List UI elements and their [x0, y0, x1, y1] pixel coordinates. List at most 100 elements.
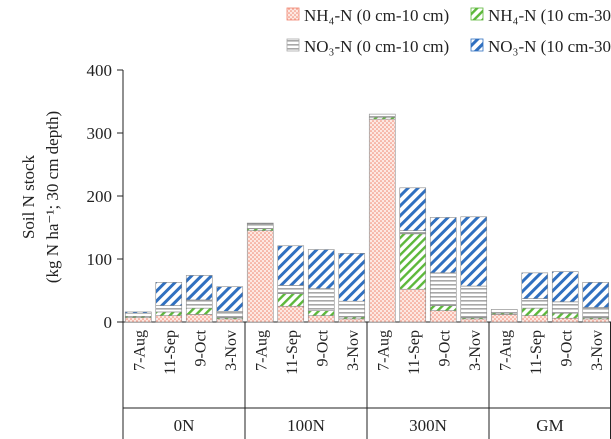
bar-segment-0n-11-sep-s3[interactable] — [155, 282, 183, 306]
bar-segment-gm-3-nov-s0[interactable] — [582, 318, 610, 323]
bar-segment-gm-3-nov-s2[interactable] — [582, 307, 610, 318]
legend-swatch-no3-0-10 — [286, 38, 300, 52]
group-label: 300N — [409, 416, 447, 435]
legend: NH₄-N (0 cm-10 cm) NH₄-N (10 cm-30 cm) N… — [286, 6, 611, 56]
bar-segment-300n-11-sep-s1[interactable] — [399, 233, 427, 290]
bar-segment-0n-11-sep-s0[interactable] — [155, 315, 183, 323]
x-axis-labels: 7-Aug 11-Sep 9-Oct 3-Nov 0N 7-Aug 11-Sep 9-Oct 3… — [122, 322, 611, 439]
bar-segment-100n-9-oct-s1[interactable] — [307, 310, 335, 317]
y-tick-label: 0 — [104, 313, 113, 332]
bar-segment-0n-7-aug-s2[interactable] — [124, 312, 152, 317]
bar-segment-gm-9-oct-s0[interactable] — [551, 317, 579, 323]
y-axis-title: Soil N stock (kg N ha⁻¹; 30 cm depth) — [19, 111, 62, 283]
y-axis-title-line-2: (kg N ha⁻¹; 30 cm depth) — [43, 111, 62, 283]
x-tick-label-date: 3-Nov — [345, 330, 362, 371]
group-label: GM — [536, 416, 563, 435]
x-tick-label-date: 7-Aug — [131, 330, 148, 371]
x-tick-label-date: 7-Aug — [375, 330, 392, 371]
legend-item-nh4-10-30[interactable]: NH₄-N (10 cm-30 cm) — [470, 6, 611, 25]
y-tick-label: 300 — [87, 124, 113, 143]
bar-segment-100n-3-nov-s3[interactable] — [338, 253, 366, 302]
legend-item-nh4-0-10[interactable]: NH₄-N (0 cm-10 cm) — [286, 6, 449, 25]
bar-segment-100n-11-sep-s1[interactable] — [277, 293, 305, 307]
bar-segment-100n-11-sep-s2[interactable] — [277, 285, 305, 294]
bar-segment-300n-9-oct-s0[interactable] — [429, 310, 457, 323]
bar-segment-0n-9-oct-s0[interactable] — [185, 314, 213, 323]
bar-segment-0n-3-nov-s3[interactable] — [216, 286, 244, 312]
x-tick-label-date: 3-Nov — [467, 330, 484, 371]
x-tick-label-date: 7-Aug — [497, 330, 514, 371]
bar-segment-gm-11-sep-s3[interactable] — [521, 272, 549, 299]
axes: 0 100 200 300 400 — [87, 61, 611, 332]
bar-segment-0n-7-aug-s3[interactable] — [124, 311, 152, 314]
bar-segment-gm-11-sep-s0[interactable] — [521, 315, 549, 323]
bar-segment-300n-7-aug-s2[interactable] — [368, 113, 396, 118]
bar-segment-100n-9-oct-s0[interactable] — [307, 315, 335, 323]
bar-segment-100n-7-aug-s0[interactable] — [246, 230, 274, 323]
x-tick-label-date: 11-Sep — [284, 330, 301, 375]
bar-segment-300n-9-oct-s2[interactable] — [429, 272, 457, 306]
bar-segment-100n-7-aug-s3[interactable] — [246, 222, 274, 225]
legend-swatch-nh4-0-10 — [286, 7, 300, 21]
x-tick-label-date: 3-Nov — [223, 330, 240, 371]
bar-segment-300n-3-nov-s3[interactable] — [460, 216, 488, 287]
x-tick-label-date: 9-Oct — [314, 329, 331, 366]
legend-swatch-nh4-10-30 — [470, 7, 484, 21]
group-label: 100N — [287, 416, 325, 435]
legend-swatch-no3-10-30 — [470, 38, 484, 52]
bar-segment-gm-7-aug-s2[interactable] — [490, 309, 518, 314]
bar-segment-300n-3-nov-s2[interactable] — [460, 285, 488, 318]
legend-item-no3-10-30[interactable]: NO₃-N (10 cm-30 cm) — [470, 37, 611, 56]
bar-segment-gm-3-nov-s3[interactable] — [582, 282, 610, 308]
bar-segment-100n-3-nov-s2[interactable] — [338, 300, 366, 318]
x-tick-label-date: 7-Aug — [253, 330, 270, 371]
legend-label-no3-10-30: NO₃-N (10 cm-30 cm) — [488, 37, 611, 56]
x-tick-label-date: 9-Oct — [436, 329, 453, 366]
y-tick-label: 200 — [87, 187, 113, 206]
bar-segment-300n-9-oct-s1[interactable] — [429, 305, 457, 311]
y-tick-label: 400 — [87, 61, 113, 80]
bar-segment-gm-11-sep-s2[interactable] — [521, 298, 549, 309]
x-tick-label-date: 9-Oct — [192, 329, 209, 366]
legend-label-no3-0-10: NO₃-N (0 cm-10 cm) — [304, 37, 449, 56]
x-tick-label-date: 9-Oct — [558, 329, 575, 366]
bar-segment-0n-11-sep-s1[interactable] — [155, 311, 183, 317]
bar-segment-100n-9-oct-s3[interactable] — [307, 249, 335, 289]
bar-segment-gm-11-sep-s1[interactable] — [521, 307, 549, 317]
bar-segment-0n-9-oct-s2[interactable] — [185, 299, 213, 309]
group-label: 0N — [174, 416, 195, 435]
legend-label-nh4-0-10: NH₄-N (0 cm-10 cm) — [304, 6, 449, 25]
y-tick-label: 100 — [87, 250, 113, 269]
bar-segment-0n-9-oct-s3[interactable] — [185, 275, 213, 301]
bar-segment-100n-11-sep-s3[interactable] — [277, 245, 305, 286]
bar-segment-300n-3-nov-s0[interactable] — [460, 318, 488, 323]
bar-segment-300n-11-sep-s2[interactable] — [399, 230, 427, 235]
bar-segment-100n-11-sep-s0[interactable] — [277, 305, 305, 323]
legend-item-no3-0-10[interactable]: NO₃-N (0 cm-10 cm) — [286, 37, 449, 56]
bars — [124, 113, 610, 323]
bar-segment-0n-9-oct-s1[interactable] — [185, 307, 213, 315]
bar-segment-0n-3-nov-s2[interactable] — [216, 310, 244, 318]
bar-segment-300n-11-sep-s0[interactable] — [399, 288, 427, 323]
bar-segment-300n-9-oct-s3[interactable] — [429, 217, 457, 274]
bar-segment-gm-7-aug-s0[interactable] — [490, 314, 518, 323]
legend-label-nh4-10-30: NH₄-N (10 cm-30 cm) — [488, 6, 611, 25]
x-tick-label-date: 11-Sep — [406, 330, 423, 375]
bar-segment-0n-3-nov-s0[interactable] — [216, 318, 244, 323]
bar-segment-0n-7-aug-s0[interactable] — [124, 317, 152, 323]
x-tick-label-date: 11-Sep — [162, 330, 179, 375]
x-tick-label-date: 3-Nov — [589, 330, 606, 371]
bar-segment-100n-3-nov-s0[interactable] — [338, 318, 366, 323]
x-tick-label-date: 11-Sep — [528, 330, 545, 375]
bar-segment-300n-7-aug-s0[interactable] — [368, 118, 396, 323]
bar-segment-300n-11-sep-s3[interactable] — [399, 187, 427, 231]
bar-segment-gm-9-oct-s1[interactable] — [551, 312, 579, 319]
bar-segment-gm-9-oct-s2[interactable] — [551, 301, 579, 314]
y-axis-title-line-1: Soil N stock — [19, 154, 38, 239]
bar-segment-100n-7-aug-s2[interactable] — [246, 223, 274, 230]
bar-segment-0n-11-sep-s2[interactable] — [155, 305, 183, 313]
bar-segment-gm-9-oct-s3[interactable] — [551, 271, 579, 303]
bar-segment-100n-9-oct-s2[interactable] — [307, 288, 335, 311]
